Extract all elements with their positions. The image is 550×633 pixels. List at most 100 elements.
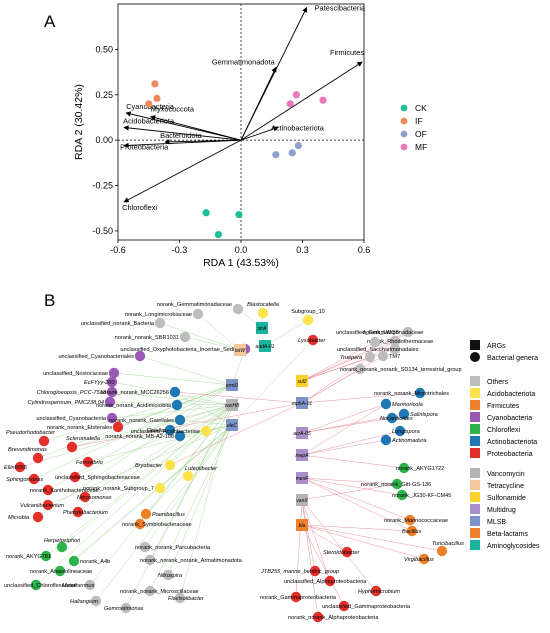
point-mf	[319, 96, 327, 104]
genus-label-unclassified-acidobacteriae: unclassified_Acidobacteriae	[131, 429, 200, 435]
edge	[33, 384, 233, 480]
edge	[301, 524, 413, 532]
genus-label-unclassified-oxyphotobacteria-incertae-sedis: unclassified_Oxyphotobacteria_Incertae_S…	[120, 347, 237, 353]
edge	[159, 322, 241, 351]
genus-label-norank-norank-microscillaceae: norank_norank_Microscillaceae	[120, 589, 199, 595]
arg-node-stra	[256, 322, 268, 334]
genus-label-norank-norank-norank-armatimonadota: norank_norank_norank_Armatimonadota	[140, 558, 243, 564]
edge	[169, 404, 233, 466]
genus-label-unclassified-gammaproteobacteria: unclassified_Gammaproteobacteria	[322, 604, 411, 610]
genus-label-norank-norank-norank-sd134-terrestrial-group: norank_norank_norank_SD134_terrestrial_g…	[340, 367, 462, 373]
legend-label-acidobacteriota: Acidobacteriota	[487, 391, 535, 398]
genus-node-norank-norank-elsterales	[112, 421, 124, 433]
genus-node-steroidobacter	[341, 546, 353, 558]
genus-node-nocardioides	[386, 412, 398, 424]
genus-node-unclassified-chloroflexaceae	[30, 579, 42, 591]
arg-node-aada-01	[259, 340, 271, 352]
edge	[301, 341, 376, 382]
genus-node-microbia	[32, 511, 44, 523]
legend-label-actinobacteriota: Actinobacteriota	[487, 439, 537, 446]
legend-label-tetracycline: Tetracycline	[487, 483, 524, 490]
genus-node-unclassified-cyanobacteriia	[106, 412, 118, 424]
genus-node-unclassified-gemmatimonadaceae	[402, 326, 414, 338]
arg-node-bla	[296, 519, 308, 531]
genus-node-unclassified-alphaproteobacteria	[324, 575, 336, 587]
edge	[139, 355, 233, 386]
genus-node-tm7	[377, 350, 389, 362]
genus-node-phenylobacterium	[72, 506, 84, 518]
point-if	[151, 80, 159, 88]
genus-label-lysobacter: Lysobacter	[298, 338, 326, 344]
x-tick-label: 0.3	[296, 245, 309, 255]
legend-swatch-actinobacteriota	[470, 436, 480, 446]
legend-swatch-proteobacteria	[470, 448, 480, 458]
genus-node-norank-lwq8	[369, 336, 381, 348]
genus-label-nitrospira: Nitrospira	[158, 573, 182, 579]
genus-label-nitrosomonas: Nitrosomonas	[77, 495, 112, 501]
edge	[71, 402, 303, 448]
genus-label-unclassified-saccharimonadales: unclassified_Saccharimonadales	[337, 347, 419, 353]
network-panel: B norank_Gemmatimonadaceae Blastocatella S…	[4, 291, 540, 623]
genus-label-phenylobacterium: Phenylobacterium	[63, 510, 108, 516]
genus-label-unclassified-cyanobacteriia: unclassified_Cyanobacteriia	[36, 416, 107, 422]
genus-label-norank-gemmatimonadaceae: norank_Gemmatimonadaceae	[157, 302, 232, 308]
vector-label-proteobacteria: Proteobacteria	[120, 143, 169, 152]
arg-label-tetw: tetW	[235, 348, 247, 354]
vector-label-gemmatimonadota: Gemmatimonadota	[212, 58, 276, 67]
arg-node-ermd	[226, 379, 238, 391]
edge	[301, 499, 377, 592]
arg-node-mepa	[296, 449, 308, 461]
arg-node-sul2	[296, 375, 308, 387]
genus-node-turicibacillus	[436, 545, 448, 557]
genus-label-norank-anaerolineaceae: norank_Anaerolineaceae	[30, 569, 92, 575]
y-tick-label: 0.50	[95, 44, 113, 54]
edge	[301, 403, 387, 456]
edge	[301, 524, 425, 560]
edge	[111, 391, 233, 406]
arg-node-vanhb	[226, 399, 238, 411]
vector-arrow-chloroflexi	[123, 139, 242, 203]
legend-marker-of	[400, 130, 408, 138]
legend-label-mf: MF	[415, 142, 427, 152]
genus-label-norank-akyg781: norank_AKYG781	[6, 554, 51, 560]
legend-label-of: OF	[415, 129, 427, 139]
genus-node-sphingomonas	[28, 473, 40, 485]
edge	[301, 499, 316, 572]
genus-label-paenibacillus: Paenibacillus	[152, 512, 185, 518]
genus-label-turicibacillus: Turicibacillus	[432, 541, 464, 547]
genus-node-norank-norank-norank-sd134-terrestrial-group	[354, 363, 366, 375]
genus-label-cylindrospermum-pmc238-04: Cylindrospermum_PMC238.04	[28, 400, 104, 406]
arg-label-sul2: sul2	[297, 379, 306, 385]
genus-label-norank-norank-subgroup-7: norank_norank_Subgroup_7	[83, 486, 154, 492]
edge	[74, 404, 233, 478]
genus-label-norank-norank-acidimicrobiia: norank_norank_Acidimicrobiia	[96, 403, 172, 409]
edge	[174, 391, 233, 426]
genus-node-longispora	[394, 425, 406, 437]
genus-label-norank-a4b: norank_A4b	[80, 559, 110, 565]
vector-label-actinobacteriota: Actinobacteriota	[271, 123, 325, 132]
genus-node-actinomadura	[380, 434, 392, 446]
genus-label-norank-norank-mcc26256: norank_norank_MCC26256	[100, 390, 169, 396]
genus-node-cylindrospermum-pmc238-04	[104, 396, 116, 408]
edge	[37, 384, 233, 518]
arg-node-mexf	[296, 472, 308, 484]
genus-label-meiothermus: Meiothermus	[62, 583, 95, 589]
edge	[174, 391, 303, 404]
genus-label-unclassified-nostocaceae: unclassified_Nostocaceae	[43, 371, 108, 377]
edge	[35, 404, 233, 586]
genus-node-norank-gemmatimonadaceae	[232, 303, 244, 315]
genus-node-norank-norank-subgroup-7	[154, 482, 166, 494]
genus-node-bryobacter	[164, 459, 176, 471]
genus-node-unclassified-saccharimonadales	[389, 343, 401, 355]
legend-label-bacterial-genera: Bacterial genera	[487, 355, 538, 362]
edge	[301, 524, 345, 607]
genus-label-sphingomonas: Sphingomonas	[6, 477, 44, 483]
edge	[301, 524, 443, 552]
arg-label-olec: oleC	[227, 423, 238, 429]
rda-axis-ticks: -0.6 -0.3 0.0 0.3 0.6 -0.50 -0.25 0.00 0.25 0.50	[92, 44, 370, 255]
vector-arrow-actinobacteriota	[240, 126, 279, 141]
edge	[301, 477, 403, 496]
genus-node-nitrosomonas	[79, 491, 91, 503]
edge	[301, 430, 401, 456]
